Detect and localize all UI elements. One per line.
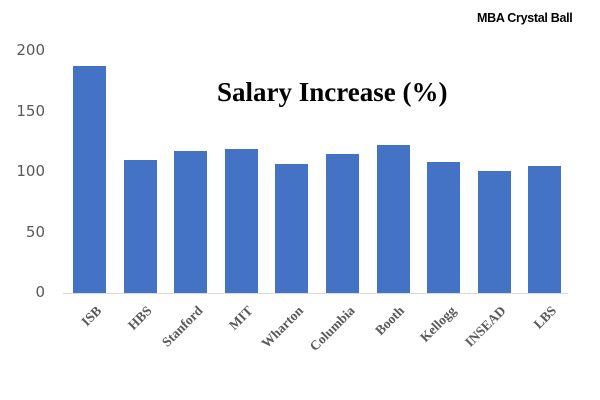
y-tick-label: 100 xyxy=(16,162,45,180)
bar-hbs xyxy=(123,159,157,293)
y-tick-label: 200 xyxy=(16,41,45,59)
x-tick-label: Wharton xyxy=(258,303,307,351)
bar-isb xyxy=(73,65,106,293)
x-tick-label: Columbia xyxy=(306,303,358,354)
x-axis-line xyxy=(63,293,568,294)
bar-insead xyxy=(477,170,511,293)
x-tick-label: Kellogg xyxy=(416,303,459,345)
x-tick-label: Booth xyxy=(372,303,408,339)
bar-stanford xyxy=(174,151,208,293)
x-tick-label: Stanford xyxy=(158,303,206,350)
x-tick-label: LBS xyxy=(530,303,560,332)
x-tick-label: MIT xyxy=(226,303,256,333)
bar-wharton xyxy=(275,163,309,293)
x-tick-label: ISB xyxy=(77,303,104,330)
y-tick-label: 0 xyxy=(35,283,45,301)
bar-lbs xyxy=(528,165,562,293)
bar-columbia xyxy=(326,153,359,293)
chart-title: Salary Increase (%) xyxy=(217,77,448,107)
bar-kellogg xyxy=(427,162,461,293)
y-tick-label: 150 xyxy=(16,101,45,120)
y-tick-label: 50 xyxy=(25,222,45,241)
brand-logo-text: MBA Crystal Ball xyxy=(477,11,573,25)
bar-mit xyxy=(224,149,258,293)
bar-booth xyxy=(376,145,410,293)
x-tick-label: INSEAD xyxy=(462,303,509,350)
x-tick-label: HBS xyxy=(125,303,155,333)
